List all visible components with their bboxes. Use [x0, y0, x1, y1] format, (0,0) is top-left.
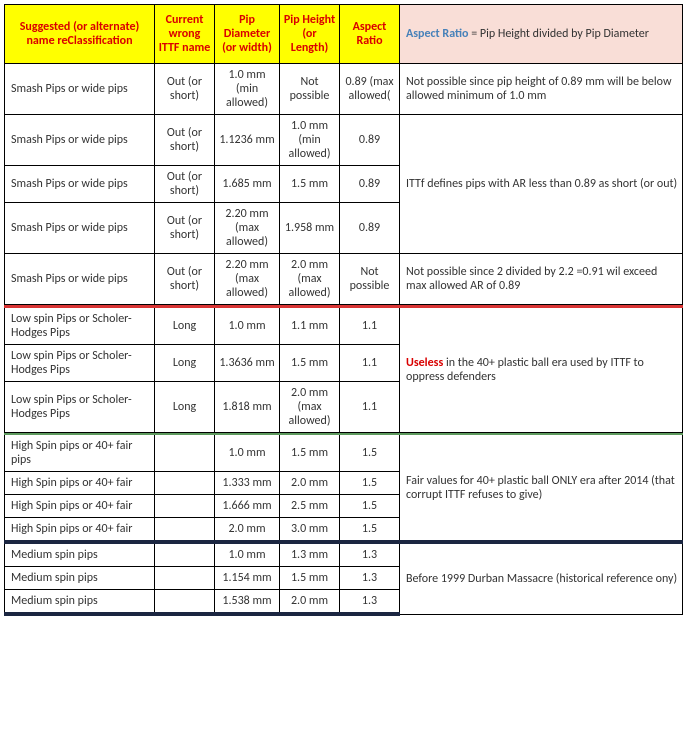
cell-ar: 0.89: [340, 166, 400, 203]
table-row: High Spin pips or 40+ fair pips 1.0 mm 1…: [5, 434, 683, 472]
cell-ht: 3.0 mm: [280, 518, 340, 543]
cell-dia: 1.333 mm: [215, 472, 280, 495]
cell-note: Not possible since pip height of 0.89 mm…: [400, 64, 683, 115]
cell-name: High Spin pips or 40+ fair: [5, 472, 155, 495]
header-col5: Aspect Ratio: [340, 5, 400, 64]
cell-ittf: Out (or short): [155, 254, 215, 305]
cell-note: Fair values for 40+ plastic ball ONLY er…: [400, 434, 683, 542]
cell-dia: 2.0 mm: [215, 518, 280, 543]
cell-ht: 1.5 mm: [280, 434, 340, 472]
cell-dia: 1.0 mm: [215, 434, 280, 472]
table-row: Medium spin pips 1.0 mm 1.3 mm 1.3 Befor…: [5, 542, 683, 567]
table-row: Smash Pips or wide pips Out (or short) 1…: [5, 64, 683, 115]
cell-ittf: [155, 590, 215, 615]
ar-def: = Pip Height divided by Pip Diameter: [468, 27, 648, 41]
cell-ht: 2.0 mm: [280, 590, 340, 615]
cell-name: Low spin Pips or Scholer-Hodges Pips: [5, 382, 155, 433]
cell-name: Medium spin pips: [5, 542, 155, 567]
cell-ittf: Long: [155, 382, 215, 433]
cell-ht: 1.3 mm: [280, 542, 340, 567]
cell-ar: 1.3: [340, 567, 400, 590]
cell-ar: 1.5: [340, 518, 400, 543]
cell-dia: 2.20 mm (max allowed): [215, 203, 280, 254]
cell-ittf: [155, 567, 215, 590]
cell-ittf: Out (or short): [155, 64, 215, 115]
cell-ar: 1.1: [340, 382, 400, 433]
cell-ar: 1.3: [340, 542, 400, 567]
cell-ittf: Out (or short): [155, 166, 215, 203]
header-col4: Pip Height (or Length): [280, 5, 340, 64]
cell-dia: 1.1236 mm: [215, 115, 280, 166]
table-row: Smash Pips or wide pips Out (or short) 2…: [5, 254, 683, 305]
header-col1: Suggested (or alternate) name reClassifi…: [5, 5, 155, 64]
cell-name: Medium spin pips: [5, 590, 155, 615]
cell-note: ITTf defines pips with AR less than 0.89…: [400, 115, 683, 254]
cell-note: Not possible since 2 divided by 2.2 =0.9…: [400, 254, 683, 305]
cell-ar: 1.5: [340, 495, 400, 518]
cell-ar: Not possible: [340, 254, 400, 305]
table-row: Smash Pips or wide pips Out (or short) 1…: [5, 115, 683, 166]
cell-name: Smash Pips or wide pips: [5, 115, 155, 166]
cell-ht: 2.0 mm: [280, 472, 340, 495]
table-row: Low spin Pips or Scholer-Hodges Pips Lon…: [5, 307, 683, 345]
cell-name: High Spin pips or 40+ fair: [5, 495, 155, 518]
cell-ht: 2.0 mm (max allowed): [280, 254, 340, 305]
cell-ht: 1.1 mm: [280, 307, 340, 345]
cell-name: Low spin Pips or Scholer-Hodges Pips: [5, 345, 155, 382]
cell-ittf: [155, 542, 215, 567]
cell-ht: 2.0 mm (max allowed): [280, 382, 340, 433]
cell-dia: 1.818 mm: [215, 382, 280, 433]
cell-name: Smash Pips or wide pips: [5, 254, 155, 305]
header-row: Suggested (or alternate) name reClassifi…: [5, 5, 683, 64]
cell-ht: 2.5 mm: [280, 495, 340, 518]
cell-dia: 1.538 mm: [215, 590, 280, 615]
ar-label: Aspect Ratio: [406, 27, 468, 41]
cell-name: High Spin pips or 40+ fair pips: [5, 434, 155, 472]
cell-ht: 1.5 mm: [280, 166, 340, 203]
cell-ittf: Long: [155, 307, 215, 345]
cell-ittf: Long: [155, 345, 215, 382]
cell-ht: 1.5 mm: [280, 567, 340, 590]
cell-ittf: [155, 495, 215, 518]
cell-name: Low spin Pips or Scholer-Hodges Pips: [5, 307, 155, 345]
cell-dia: 1.666 mm: [215, 495, 280, 518]
cell-dia: 1.0 mm: [215, 307, 280, 345]
cell-dia: 1.0 mm: [215, 542, 280, 567]
cell-ar: 0.89: [340, 203, 400, 254]
cell-ht: 1.5 mm: [280, 345, 340, 382]
cell-name: High Spin pips or 40+ fair: [5, 518, 155, 543]
cell-ar: 0.89 (max allowed(: [340, 64, 400, 115]
cell-name: Smash Pips or wide pips: [5, 64, 155, 115]
cell-ar: 1.3: [340, 590, 400, 615]
cell-dia: 1.154 mm: [215, 567, 280, 590]
cell-dia: 1.3636 mm: [215, 345, 280, 382]
cell-ht: 1.0 mm (min allowed): [280, 115, 340, 166]
cell-ittf: [155, 434, 215, 472]
cell-ittf: [155, 472, 215, 495]
header-col6: Aspect Ratio = Pip Height divided by Pip…: [400, 5, 683, 64]
cell-dia: 1.685 mm: [215, 166, 280, 203]
cell-ar: 1.1: [340, 345, 400, 382]
cell-ar: 0.89: [340, 115, 400, 166]
cell-dia: 1.0 mm (min allowed): [215, 64, 280, 115]
cell-name: Smash Pips or wide pips: [5, 166, 155, 203]
cell-name: Smash Pips or wide pips: [5, 203, 155, 254]
cell-ittf: Out (or short): [155, 203, 215, 254]
cell-ar: 1.5: [340, 472, 400, 495]
cell-dia: 2.20 mm (max allowed): [215, 254, 280, 305]
cell-ht: Not possible: [280, 64, 340, 115]
cell-ittf: Out (or short): [155, 115, 215, 166]
cell-ar: 1.5: [340, 434, 400, 472]
pips-table: Suggested (or alternate) name reClassifi…: [4, 4, 683, 616]
useless-label: Useless: [406, 356, 443, 370]
header-col2: Current wrong ITTF name: [155, 5, 215, 64]
cell-name: Medium spin pips: [5, 567, 155, 590]
cell-ittf: [155, 518, 215, 543]
header-col3: Pip Diameter (or width): [215, 5, 280, 64]
cell-ht: 1.958 mm: [280, 203, 340, 254]
cell-ar: 1.1: [340, 307, 400, 345]
cell-note: Before 1999 Durban Massacre (historical …: [400, 542, 683, 614]
cell-note: Useless in the 40+ plastic ball era used…: [400, 307, 683, 433]
